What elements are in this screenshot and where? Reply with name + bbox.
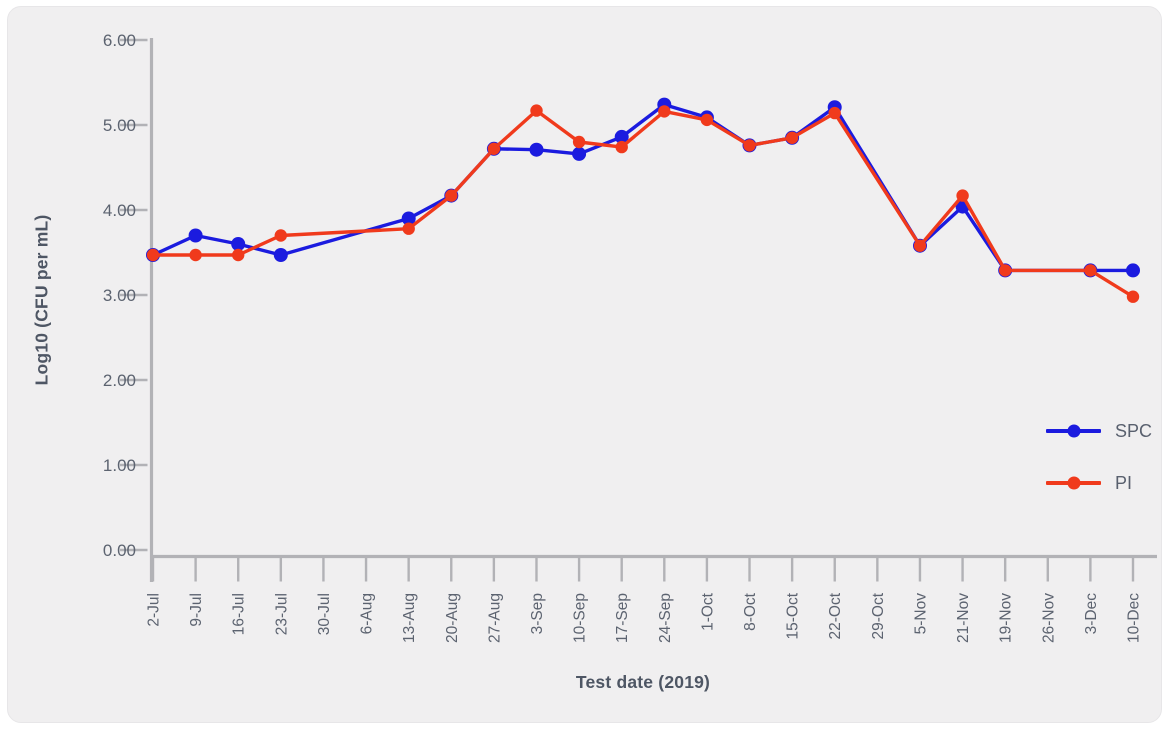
data-point-pi: [530, 104, 543, 117]
y-tick-label: 5.00: [103, 116, 136, 135]
legend-dot-pi-icon: [1067, 476, 1080, 490]
x-tick-label: 3-Dec: [1083, 593, 1100, 635]
x-tick-label: 16-Jul: [231, 593, 248, 635]
data-point-pi: [1126, 290, 1140, 303]
data-point-pi: [615, 140, 628, 154]
data-point-pi: [743, 139, 756, 152]
x-tick-label: 20-Aug: [444, 593, 461, 643]
x-tick-label: 17-Sep: [614, 593, 631, 643]
x-tick-label: 3-Sep: [529, 593, 546, 634]
data-point-spc: [572, 146, 587, 161]
y-tick-label: 3.00: [103, 286, 136, 305]
x-axis-title: Test date (2019): [575, 672, 711, 692]
data-point-pi: [402, 222, 415, 235]
x-tick-label: 9-Jul: [188, 593, 205, 627]
x-tick-label: 22-Oct: [827, 592, 844, 639]
x-tick-label: 10-Sep: [572, 593, 589, 643]
y-tick-label: 0.00: [103, 541, 136, 560]
data-point-pi: [274, 229, 287, 242]
data-point-pi: [785, 131, 799, 144]
data-point-pi: [999, 264, 1012, 277]
legend-item-spc: SPC: [1046, 420, 1152, 442]
data-point-spc: [273, 248, 288, 262]
x-tick-label: 27-Aug: [486, 593, 503, 643]
x-tick-label: 8-Oct: [742, 592, 759, 631]
data-point-pi: [1084, 264, 1097, 277]
x-tick-label: 6-Aug: [359, 593, 376, 634]
chart-panel: [7, 6, 1162, 723]
x-tick-label: 26-Nov: [1040, 593, 1057, 643]
series-line-pi: [151, 108, 1135, 299]
x-tick-label: 5-Nov: [912, 593, 929, 635]
legend-line-spc-icon: [1046, 424, 1101, 438]
data-point-pi: [189, 248, 202, 262]
data-point-pi: [487, 142, 501, 155]
data-point-spc: [529, 142, 544, 157]
legend-line-pi-icon: [1046, 476, 1101, 490]
y-tick-label: 2.00: [103, 371, 136, 390]
data-point-pi: [146, 248, 160, 262]
data-point-pi: [828, 106, 841, 120]
legend-label-spc: SPC: [1115, 420, 1153, 441]
data-point-pi: [445, 189, 458, 202]
x-tick-label: 10-Dec: [1126, 593, 1143, 643]
legend: SPC PI: [1046, 420, 1152, 494]
y-tick-label: 4.00: [103, 201, 136, 220]
legend-label-pi: PI: [1115, 472, 1133, 493]
x-tick-label: 1-Oct: [699, 592, 716, 631]
x-tick-label: 23-Jul: [273, 593, 290, 635]
x-tick-label: 24-Sep: [657, 593, 674, 643]
data-point-spc: [1126, 263, 1140, 278]
data-point-spc: [231, 237, 246, 251]
data-point-pi: [658, 105, 671, 118]
y-tick-label: 6.00: [103, 31, 136, 50]
data-point-pi: [232, 248, 245, 262]
data-point-spc: [188, 228, 203, 243]
x-tick-label: 19-Nov: [998, 593, 1015, 643]
data-point-pi: [572, 135, 586, 149]
data-point-spc: [614, 129, 629, 144]
x-tick-label: 13-Aug: [401, 593, 418, 643]
data-point-pi: [700, 113, 714, 127]
data-point-pi: [913, 239, 927, 252]
legend-item-pi: PI: [1046, 472, 1152, 494]
x-tick-label: 30-Jul: [316, 593, 333, 635]
legend-dot-spc-icon: [1067, 424, 1080, 438]
x-tick-label: 2-Jul: [146, 593, 163, 627]
x-tick-label: 21-Nov: [955, 593, 972, 643]
data-point-pi: [956, 189, 969, 202]
y-tick-label: 1.00: [103, 456, 136, 475]
x-tick-label: 15-Oct: [785, 592, 802, 639]
data-point-spc: [401, 211, 416, 226]
x-tick-label: 29-Oct: [870, 592, 887, 639]
y-axis-title: Log10 (CFU per mL): [31, 214, 52, 386]
series-line-spc: [151, 102, 1135, 273]
